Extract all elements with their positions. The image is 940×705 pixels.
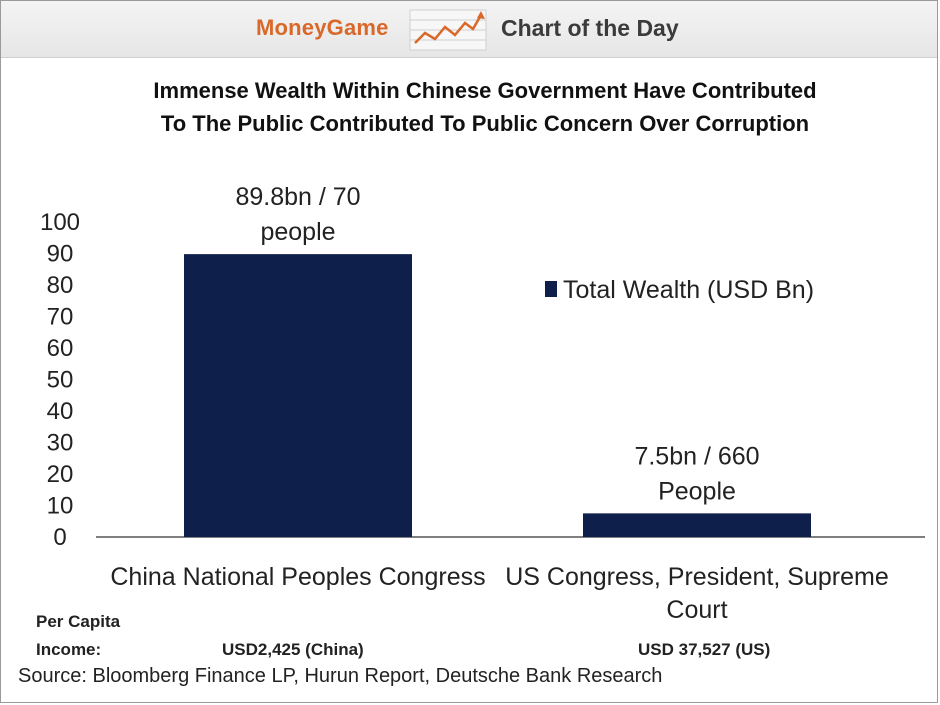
chart-title-line-2: To The Public Contributed To Public Conc… — [160, 111, 810, 136]
y-tick-label: 30 — [47, 430, 74, 457]
legend-label: Total Wealth (USD Bn) — [563, 276, 814, 304]
x-tick-label: Court — [666, 596, 727, 624]
data-label: People — [658, 477, 736, 505]
y-tick-label: 90 — [47, 241, 74, 268]
brand-name: MoneyGame — [256, 15, 389, 40]
y-tick-label: 80 — [47, 272, 74, 299]
bar — [184, 254, 412, 537]
rising-line-chart-icon — [409, 9, 487, 51]
chart-title-line-1: Immense Wealth Within Chinese Government… — [153, 78, 817, 103]
data-label: people — [260, 218, 335, 246]
china-per-capita-income: USD2,425 (China) — [222, 640, 364, 659]
y-tick-label: 50 — [47, 367, 74, 394]
y-tick-label: 10 — [47, 493, 74, 520]
y-tick-label: 20 — [47, 461, 74, 488]
per-capita-label-2: Income: — [36, 640, 102, 659]
data-label: 89.8bn / 70 — [235, 183, 360, 211]
chart-title: Immense Wealth Within Chinese Government… — [60, 74, 910, 140]
y-tick-label: 60 — [47, 335, 74, 362]
y-tick-label: 0 — [53, 524, 66, 551]
legend-swatch — [545, 281, 557, 297]
y-tick-label: 40 — [47, 398, 74, 425]
section-title: Chart of the Day — [501, 15, 679, 41]
data-label: 7.5bn / 660 — [634, 442, 759, 470]
x-tick-label: US Congress, President, Supreme — [505, 563, 889, 591]
us-per-capita-income: USD 37,527 (US) — [638, 640, 771, 659]
header-banner: MoneyGame Chart of the Day — [1, 1, 937, 58]
source-note: Source: Bloomberg Finance LP, Hurun Repo… — [18, 665, 663, 687]
y-tick-label: 70 — [47, 304, 74, 331]
per-capita-label-1: Per Capita — [36, 612, 121, 631]
bar — [583, 513, 811, 537]
y-tick-label: 100 — [40, 209, 80, 236]
x-tick-label: China National Peoples Congress — [110, 563, 485, 591]
